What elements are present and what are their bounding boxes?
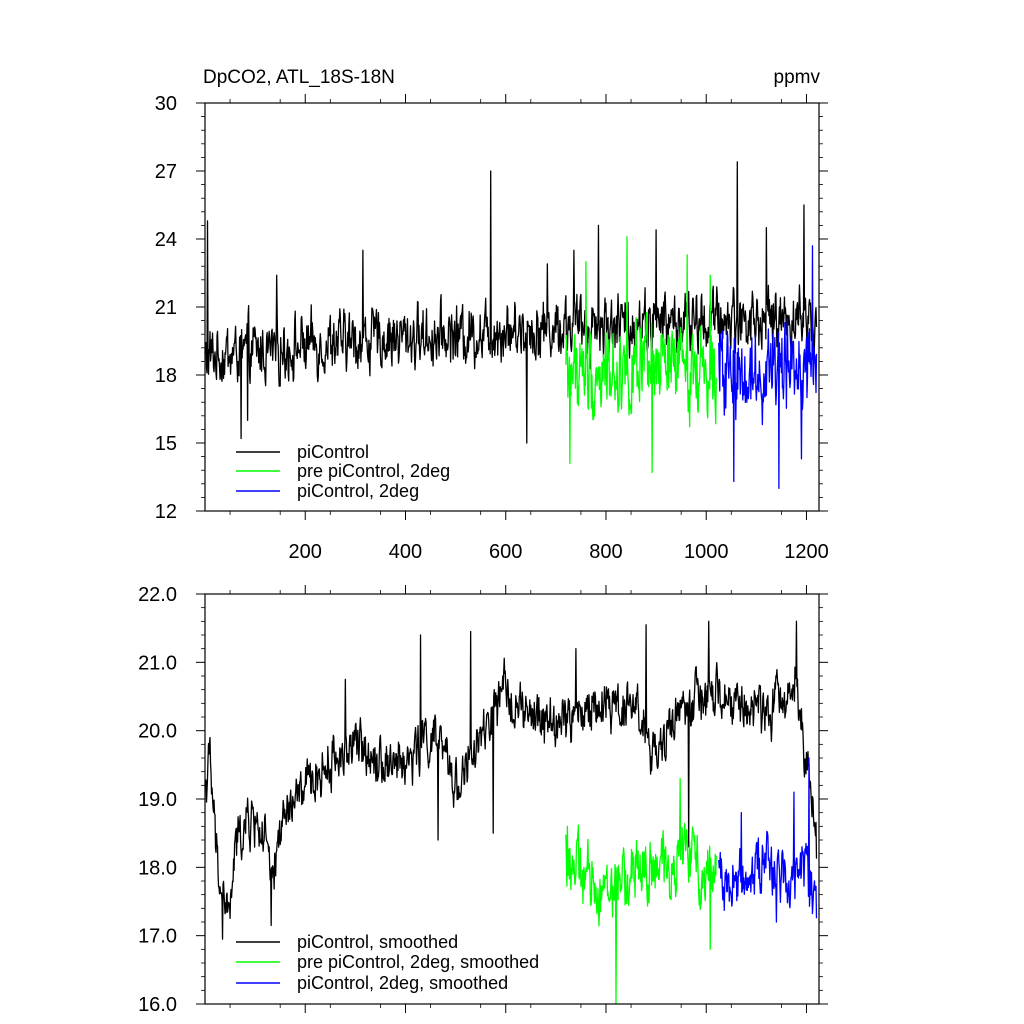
y-tick-label: 22.0	[138, 584, 177, 606]
series-line	[204, 161, 818, 444]
bottom-series-group	[204, 620, 818, 1005]
x-tick-label: 1000	[684, 541, 729, 563]
y-tick-label: 15	[155, 433, 177, 455]
y-tick-label: 27	[155, 161, 177, 183]
x-tick-label: 200	[289, 541, 322, 563]
legend-label: pre piControl, 2deg	[297, 461, 450, 481]
x-tick-label: 600	[489, 541, 522, 563]
units-label: ppmv	[774, 67, 821, 88]
series-line	[718, 245, 818, 489]
top-panel: DpCO2, ATL_18S-18N ppmv 12 15 18 21 24 27 30 20…	[155, 67, 829, 563]
bottom-panel: 16.0 17.0 18.0 19.0 20.0 21.0 22.0 piControl, …	[138, 584, 828, 1016]
x-tick-label: 400	[389, 541, 422, 563]
series-line	[204, 620, 818, 940]
bottom-plot-frame	[204, 593, 820, 1005]
legend-label: piControl, 2deg	[297, 481, 419, 501]
top-plot-frame	[204, 102, 820, 512]
top-ticks: 12 15 18 21 24 27 30 200 400 600 800 1000 1200	[155, 93, 829, 563]
y-tick-label: 18	[155, 365, 177, 387]
series-line	[565, 236, 717, 474]
y-tick-label: 24	[155, 229, 177, 251]
y-tick-label: 21	[155, 297, 177, 319]
top-series-group	[204, 161, 818, 489]
legend-label: pre piControl, 2deg, smoothed	[297, 952, 539, 972]
y-tick-label: 20.0	[138, 721, 177, 743]
y-tick-label: 12	[155, 501, 177, 523]
y-tick-label: 17.0	[138, 926, 177, 948]
y-tick-label: 18.0	[138, 857, 177, 879]
legend-label: piControl, smoothed	[297, 932, 458, 952]
x-tick-label: 1200	[784, 541, 829, 563]
y-tick-label: 16.0	[138, 994, 177, 1016]
x-tick-label: 800	[589, 541, 622, 563]
series-line	[565, 777, 717, 1005]
y-tick-label: 21.0	[138, 652, 177, 674]
y-tick-label: 30	[155, 93, 177, 115]
legend-label: piControl	[297, 442, 369, 462]
legend-label: piControl, 2deg, smoothed	[297, 973, 508, 993]
series-line	[718, 757, 818, 923]
bottom-ticks: 16.0 17.0 18.0 19.0 20.0 21.0 22.0	[138, 584, 828, 1016]
chart-title: DpCO2, ATL_18S-18N	[203, 67, 395, 88]
y-tick-label: 19.0	[138, 789, 177, 811]
